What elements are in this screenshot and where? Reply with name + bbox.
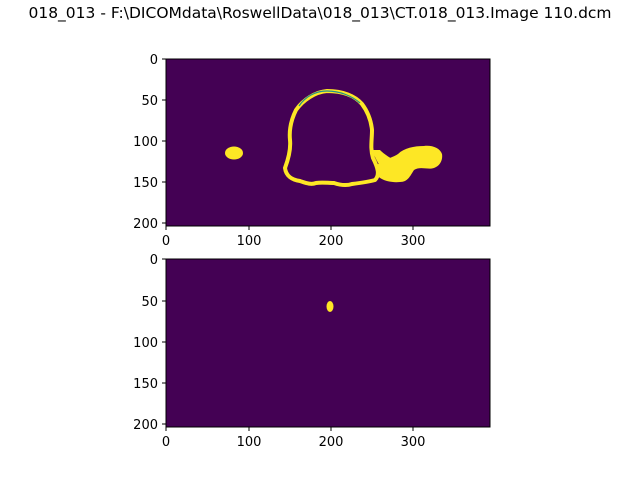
bottom-ytick-label: 100 — [133, 336, 158, 351]
bottom-xtick-label: 100 — [237, 435, 262, 450]
bottom-axes-frame — [165, 258, 491, 428]
top-y-ticks: 0 50 100 150 200 — [133, 53, 166, 232]
figure-title: 018_013 - F:\DICOMdata\RoswellData\018_0… — [28, 4, 612, 22]
top-mask-small-blob — [225, 146, 243, 160]
bottom-image-background — [166, 259, 490, 427]
top-mask-ring-edge — [298, 90, 361, 107]
bottom-xtick-label: 200 — [319, 435, 344, 450]
top-xtick-label: 300 — [401, 234, 426, 249]
bottom-xtick-label: 0 — [162, 435, 170, 450]
top-xtick-label: 0 — [162, 234, 170, 249]
top-ytick-label: 200 — [133, 217, 158, 232]
top-xtick-label: 100 — [237, 234, 262, 249]
bottom-y-ticks: 0 50 100 150 200 — [133, 253, 166, 433]
top-x-ticks: 0 100 200 300 — [162, 226, 426, 249]
top-axes: 0 50 100 150 200 0 100 200 300 — [133, 53, 491, 249]
bottom-xtick-label: 300 — [401, 435, 426, 450]
top-ytick-label: 100 — [133, 135, 158, 150]
bottom-ytick-label: 0 — [150, 253, 158, 268]
bottom-x-ticks: 0 100 200 300 — [162, 427, 426, 450]
top-xtick-label: 200 — [319, 234, 344, 249]
top-axes-frame — [165, 58, 491, 227]
bottom-ytick-label: 200 — [133, 418, 158, 433]
top-ytick-label: 50 — [141, 94, 158, 109]
top-mask-large-blob — [376, 145, 443, 183]
top-mask-ring — [282, 88, 380, 188]
top-ytick-label: 150 — [133, 176, 158, 191]
bottom-ytick-label: 150 — [133, 377, 158, 392]
top-ytick-label: 0 — [150, 53, 158, 68]
top-image-background — [166, 59, 490, 226]
bottom-mask-blob — [326, 301, 334, 312]
bottom-axes: 0 50 100 150 200 0 100 200 300 — [133, 253, 491, 450]
bottom-ytick-label: 50 — [141, 295, 158, 310]
